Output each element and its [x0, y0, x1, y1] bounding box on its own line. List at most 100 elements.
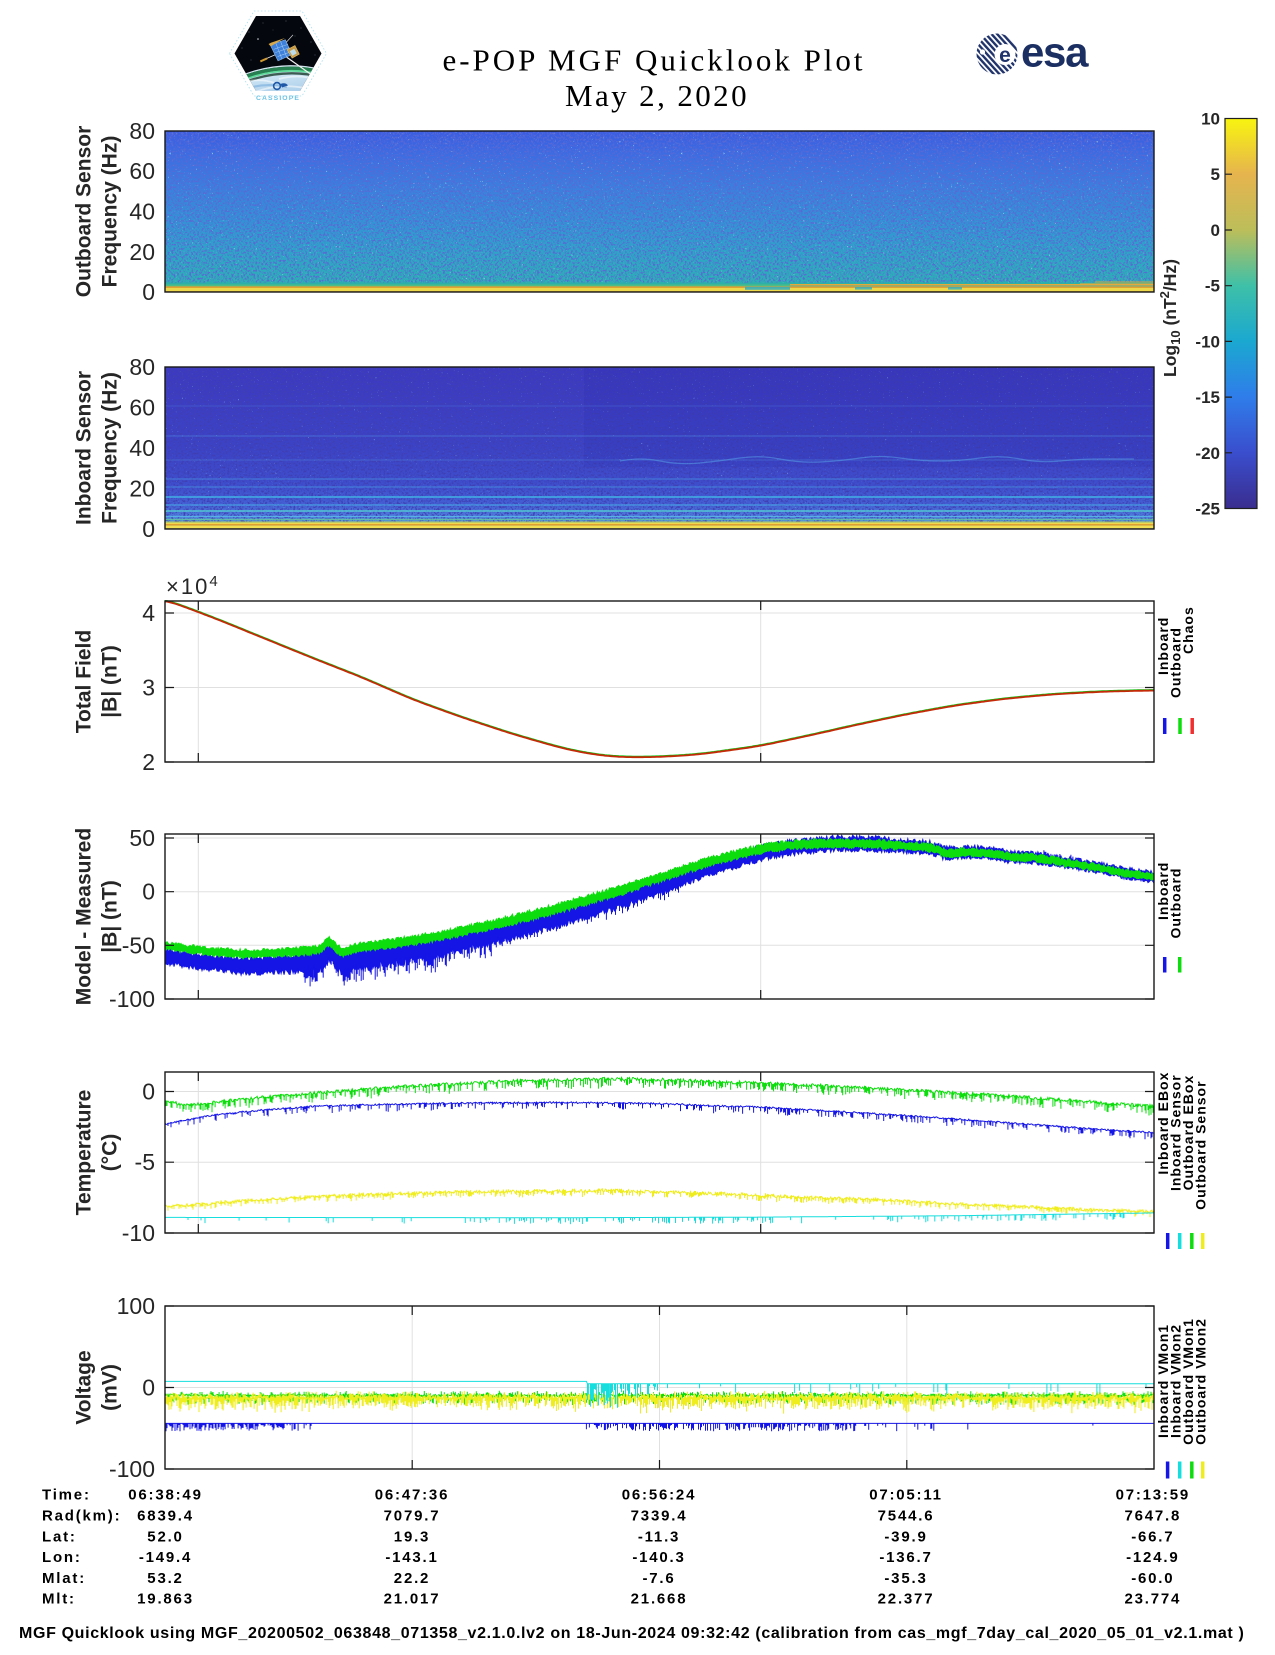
svg-text:Log10 (nT2/Hz): Log10 (nT2/Hz): [1157, 259, 1183, 377]
svg-text:-66.7: -66.7: [1131, 1528, 1174, 1545]
svg-text:19.3: 19.3: [394, 1528, 430, 1545]
svg-text:May 2, 2020: May 2, 2020: [565, 78, 749, 113]
svg-text:100: 100: [117, 1293, 155, 1319]
svg-text:7544.6: 7544.6: [878, 1508, 935, 1525]
svg-text:4: 4: [142, 600, 155, 626]
svg-text:52.0: 52.0: [147, 1528, 183, 1545]
svg-text:-100: -100: [109, 986, 155, 1012]
svg-text:0: 0: [142, 516, 155, 542]
svg-text:0: 0: [142, 1375, 155, 1401]
svg-text:Outboard EBox: Outboard EBox: [1180, 1075, 1196, 1191]
svg-text:06:38:49: 06:38:49: [128, 1487, 202, 1504]
svg-text:Inboard EBox: Inboard EBox: [1155, 1072, 1171, 1175]
svg-text:60: 60: [129, 158, 155, 184]
svg-text:22.377: 22.377: [878, 1591, 935, 1608]
svg-text:-136.7: -136.7: [879, 1549, 932, 1566]
svg-text:07:05:11: 07:05:11: [869, 1487, 943, 1504]
svg-text:0: 0: [1211, 221, 1220, 240]
svg-text:Inboard: Inboard: [1155, 617, 1171, 675]
svg-text:06:47:36: 06:47:36: [375, 1487, 449, 1504]
svg-text:Inboard VMon2: Inboard VMon2: [1168, 1324, 1184, 1438]
svg-text:e-POP MGF Quicklook Plot: e-POP MGF Quicklook Plot: [442, 43, 865, 78]
svg-text:Frequency (Hz): Frequency (Hz): [98, 372, 121, 524]
svg-text:0: 0: [142, 279, 155, 305]
svg-text:-20: -20: [1195, 444, 1220, 463]
svg-text:7647.8: 7647.8: [1124, 1508, 1181, 1525]
svg-text:3: 3: [142, 675, 155, 701]
svg-text:Model - Measured: Model - Measured: [72, 828, 95, 1005]
svg-text:Rad(km):: Rad(km):: [42, 1508, 121, 1525]
svg-text:6839.4: 6839.4: [137, 1508, 194, 1525]
svg-text:2: 2: [142, 749, 155, 775]
svg-text:|B| (nT): |B| (nT): [98, 880, 121, 952]
svg-text:Mlat:: Mlat:: [42, 1570, 86, 1587]
svg-text:0: 0: [142, 879, 155, 905]
svg-text:MGF Quicklook using MGF_202005: MGF Quicklook using MGF_20200502_063848_…: [19, 1625, 1244, 1642]
svg-text:-39.9: -39.9: [884, 1528, 927, 1545]
svg-text:10: 10: [1201, 110, 1220, 129]
svg-text:-143.1: -143.1: [385, 1549, 438, 1566]
svg-text:CASSIOPE: CASSIOPE: [256, 95, 300, 102]
svg-text:Inboard Sensor: Inboard Sensor: [1168, 1074, 1184, 1191]
svg-text:Chaos: Chaos: [1180, 606, 1196, 654]
svg-text:-5: -5: [1205, 277, 1220, 296]
svg-text:21.017: 21.017: [384, 1591, 441, 1608]
svg-text:23.774: 23.774: [1124, 1591, 1181, 1608]
svg-text:Frequency (Hz): Frequency (Hz): [98, 136, 121, 288]
svg-text:Outboard Sensor: Outboard Sensor: [72, 126, 95, 298]
svg-text:-149.4: -149.4: [139, 1549, 192, 1566]
svg-text:19.863: 19.863: [137, 1591, 194, 1608]
svg-text:(mV): (mV): [98, 1364, 121, 1411]
svg-text:80: 80: [129, 354, 155, 380]
svg-text:Inboard: Inboard: [1155, 862, 1171, 920]
svg-text:-140.3: -140.3: [632, 1549, 685, 1566]
svg-text:80: 80: [129, 118, 155, 144]
svg-text:7339.4: 7339.4: [631, 1508, 688, 1525]
svg-text:40: 40: [129, 435, 155, 461]
svg-text:Time:: Time:: [42, 1487, 91, 1504]
svg-text:-124.9: -124.9: [1126, 1549, 1179, 1566]
svg-text:-10: -10: [122, 1220, 155, 1246]
svg-text:-35.3: -35.3: [884, 1570, 927, 1587]
svg-text:Outboard: Outboard: [1168, 627, 1184, 698]
svg-text:esa: esa: [1021, 29, 1089, 76]
svg-text:Temperature: Temperature: [72, 1090, 95, 1216]
svg-text:53.2: 53.2: [147, 1570, 183, 1587]
svg-text:07:13:59: 07:13:59: [1116, 1487, 1190, 1504]
svg-text:Lon:: Lon:: [42, 1549, 82, 1566]
svg-text:20: 20: [129, 476, 155, 502]
svg-text:Inboard Sensor: Inboard Sensor: [72, 371, 95, 525]
svg-text:7079.7: 7079.7: [384, 1508, 441, 1525]
svg-text:-60.0: -60.0: [1131, 1570, 1174, 1587]
svg-text:-7.6: -7.6: [642, 1570, 675, 1587]
svg-text:-10: -10: [1195, 332, 1220, 351]
svg-text:-15: -15: [1195, 388, 1220, 407]
svg-text:-5: -5: [135, 1149, 155, 1175]
svg-text:-100: -100: [109, 1456, 155, 1482]
svg-text:-50: -50: [122, 932, 155, 958]
svg-text:Outboard VMon1: Outboard VMon1: [1180, 1318, 1196, 1445]
svg-text:50: 50: [129, 825, 155, 851]
svg-text:|B| (nT): |B| (nT): [98, 645, 121, 717]
svg-text:60: 60: [129, 395, 155, 421]
svg-text:e: e: [999, 44, 1011, 67]
svg-text:5: 5: [1211, 165, 1220, 184]
svg-text:0: 0: [142, 1079, 155, 1105]
svg-text:40: 40: [129, 199, 155, 225]
svg-text:20: 20: [129, 239, 155, 265]
svg-text:Mlt:: Mlt:: [42, 1591, 76, 1608]
svg-text:Outboard Sensor: Outboard Sensor: [1193, 1080, 1209, 1209]
svg-text:06:56:24: 06:56:24: [622, 1487, 696, 1504]
svg-text:22.2: 22.2: [394, 1570, 430, 1587]
svg-text:Voltage: Voltage: [72, 1350, 95, 1424]
svg-text:Lat:: Lat:: [42, 1528, 77, 1545]
svg-text:Total Field: Total Field: [72, 630, 95, 733]
svg-text:Outboard VMon2: Outboard VMon2: [1193, 1318, 1209, 1445]
svg-text:Inboard VMon1: Inboard VMon1: [1155, 1324, 1171, 1438]
svg-text:Outboard: Outboard: [1168, 868, 1184, 939]
svg-text:-25: -25: [1195, 500, 1220, 519]
svg-text:(°C): (°C): [98, 1134, 121, 1172]
svg-text:×104: ×104: [166, 573, 220, 599]
svg-text:-11.3: -11.3: [638, 1528, 680, 1545]
svg-text:21.668: 21.668: [631, 1591, 688, 1608]
